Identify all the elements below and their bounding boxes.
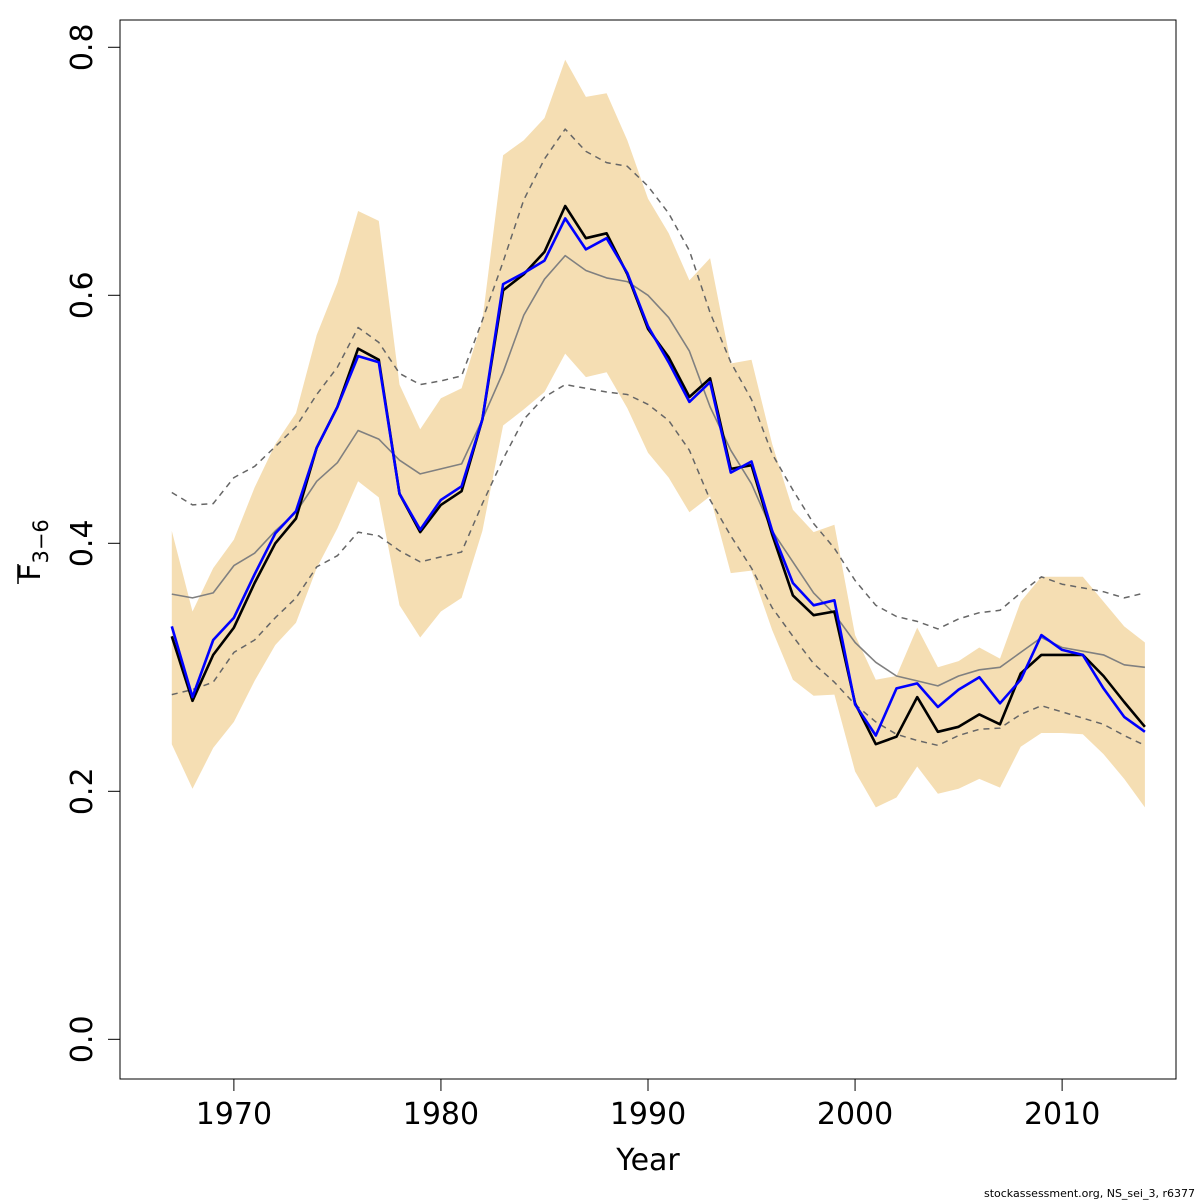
y-axis: 0.0 0.2 0.4 0.6 0.8 — [65, 23, 121, 1063]
x-tick-label: 1990 — [610, 1097, 686, 1132]
x-tick-label: 2000 — [817, 1097, 893, 1132]
grey-line — [171, 254, 1145, 687]
y-tick-label: 0.2 — [65, 767, 100, 815]
series-lines-layer — [170, 128, 1146, 747]
x-axis: 1970 1980 1990 2000 2010 — [196, 1078, 1100, 1132]
x-axis-title: Year — [615, 1143, 680, 1178]
x-tick-label: 1980 — [403, 1097, 479, 1132]
y-tick-label: 0.8 — [65, 23, 100, 71]
y-tick-label: 0.0 — [65, 1015, 100, 1063]
footer-note: stockassessment.org, NS_sei_3, r6377 — [984, 1187, 1195, 1200]
x-tick-label: 2010 — [1024, 1097, 1100, 1132]
blue-line — [170, 217, 1146, 737]
y-axis-title-subscript: 3−6 — [29, 519, 53, 563]
confidence-band-layer — [171, 59, 1145, 808]
y-axis-title: F3−6 — [13, 519, 53, 584]
confidence-band — [171, 59, 1145, 808]
x-tick-label: 1970 — [196, 1097, 272, 1132]
y-tick-label: 0.4 — [65, 519, 100, 567]
svg-text:F3−6: F3−6 — [13, 519, 53, 581]
upper-dashed-line — [171, 128, 1146, 630]
y-axis-title-main: F — [13, 564, 48, 581]
y-tick-label: 0.6 — [65, 271, 100, 319]
